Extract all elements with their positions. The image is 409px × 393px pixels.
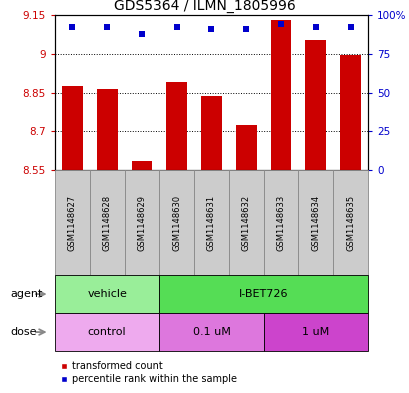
Text: GSM1148635: GSM1148635 bbox=[345, 195, 354, 251]
Bar bbox=[159, 170, 193, 275]
Text: agent: agent bbox=[10, 289, 43, 299]
Bar bbox=[166, 82, 187, 170]
Text: GSM1148631: GSM1148631 bbox=[207, 195, 216, 251]
Point bbox=[346, 24, 353, 31]
Text: control: control bbox=[88, 327, 126, 337]
Point bbox=[208, 26, 214, 32]
Bar bbox=[55, 313, 159, 351]
Point bbox=[69, 24, 76, 31]
Bar bbox=[298, 170, 333, 275]
Bar bbox=[263, 313, 367, 351]
Bar bbox=[124, 170, 159, 275]
Text: GSM1148630: GSM1148630 bbox=[172, 195, 181, 251]
Text: I-BET726: I-BET726 bbox=[238, 289, 288, 299]
Bar bbox=[235, 125, 256, 170]
Text: GSM1148632: GSM1148632 bbox=[241, 195, 250, 251]
Bar bbox=[200, 96, 221, 170]
Bar bbox=[339, 55, 360, 170]
Bar bbox=[97, 89, 117, 170]
Point bbox=[138, 31, 145, 37]
Bar bbox=[193, 170, 228, 275]
Text: vehicle: vehicle bbox=[87, 289, 127, 299]
Point bbox=[312, 24, 318, 31]
Text: GSM1148634: GSM1148634 bbox=[310, 195, 319, 251]
Bar bbox=[90, 170, 124, 275]
Text: GSM1148633: GSM1148633 bbox=[276, 195, 285, 251]
Text: 0.1 uM: 0.1 uM bbox=[192, 327, 230, 337]
Text: 1 uM: 1 uM bbox=[301, 327, 329, 337]
Bar bbox=[159, 275, 367, 313]
Point bbox=[103, 24, 110, 31]
Legend: transformed count, percentile rank within the sample: transformed count, percentile rank withi… bbox=[60, 361, 236, 384]
Point bbox=[173, 24, 180, 31]
Text: GSM1148627: GSM1148627 bbox=[68, 195, 77, 251]
Bar bbox=[55, 275, 159, 313]
Bar bbox=[62, 86, 83, 170]
Bar bbox=[228, 170, 263, 275]
Bar bbox=[55, 170, 90, 275]
Text: GDS5364 / ILMN_1805996: GDS5364 / ILMN_1805996 bbox=[114, 0, 295, 13]
Text: GSM1148628: GSM1148628 bbox=[102, 195, 111, 251]
Bar bbox=[333, 170, 367, 275]
Text: dose: dose bbox=[10, 327, 37, 337]
Point bbox=[243, 26, 249, 32]
Bar bbox=[305, 40, 326, 170]
Text: GSM1148629: GSM1148629 bbox=[137, 195, 146, 251]
Bar bbox=[270, 20, 291, 170]
Bar bbox=[131, 161, 152, 170]
Bar bbox=[159, 313, 263, 351]
Point bbox=[277, 21, 284, 28]
Bar bbox=[263, 170, 298, 275]
